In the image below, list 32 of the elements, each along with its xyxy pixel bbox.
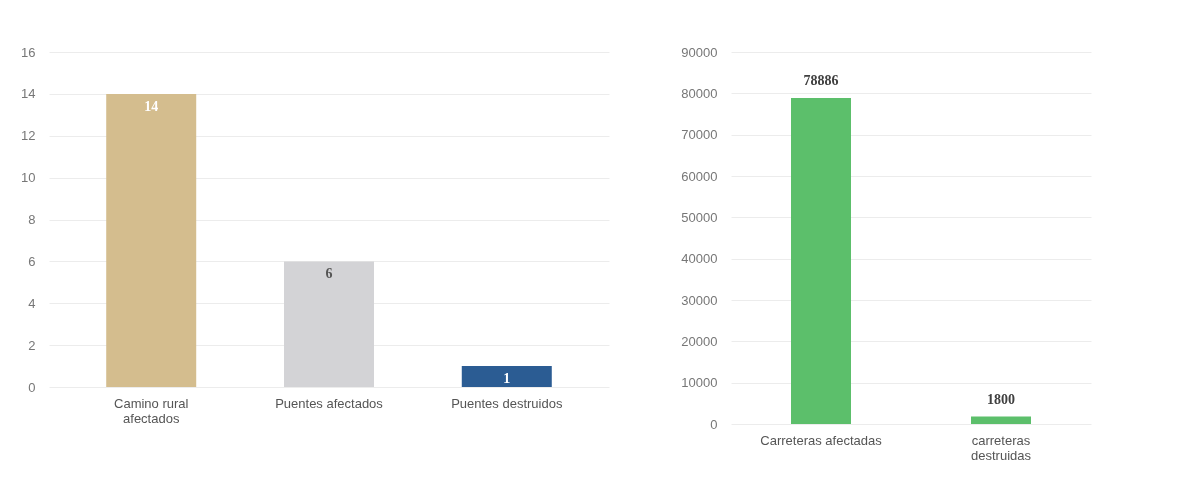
y-tick-label: 10 (21, 170, 36, 186)
data-label: 1 (503, 371, 511, 387)
x-tick-label: Puentes afectados (275, 395, 384, 411)
y-tick-label: 2 (28, 337, 36, 353)
x-tick-label: Camino rural afectados (114, 395, 189, 426)
y-tick-label: 60000 (681, 168, 718, 184)
y-tick-label: 40000 (681, 251, 718, 267)
data-label: 1800 (987, 391, 1015, 407)
y-tick-label: 90000 (681, 44, 718, 60)
bar (284, 261, 374, 387)
data-label: 14 (144, 98, 159, 114)
x-tick-label: Puentes destruidos (451, 395, 563, 411)
y-tick-label: 70000 (681, 127, 718, 143)
y-tick-label: 12 (21, 128, 36, 144)
x-tick-label: Carreteras afectadas (760, 432, 883, 448)
y-tick-label: 0 (710, 416, 718, 432)
y-tick-label: 14 (21, 86, 36, 102)
y-tick-label: 6 (28, 253, 36, 269)
data-label: 6 (325, 266, 333, 282)
y-tick-label: 8 (28, 212, 36, 227)
y-tick-label: 0 (28, 379, 36, 395)
y-tick-label: 80000 (681, 85, 718, 101)
y-tick-label: 10000 (681, 375, 718, 391)
x-tick-label: carreteras destruidas (971, 432, 1032, 463)
bar (461, 366, 552, 387)
y-tick-label: 16 (21, 44, 36, 60)
y-tick-label: 20000 (681, 333, 718, 349)
y-tick-label: 50000 (681, 209, 718, 225)
data-label: 78886 (803, 72, 839, 88)
y-tick-label: 30000 (681, 292, 718, 308)
bar (106, 93, 197, 387)
y-tick-label: 4 (28, 295, 36, 311)
